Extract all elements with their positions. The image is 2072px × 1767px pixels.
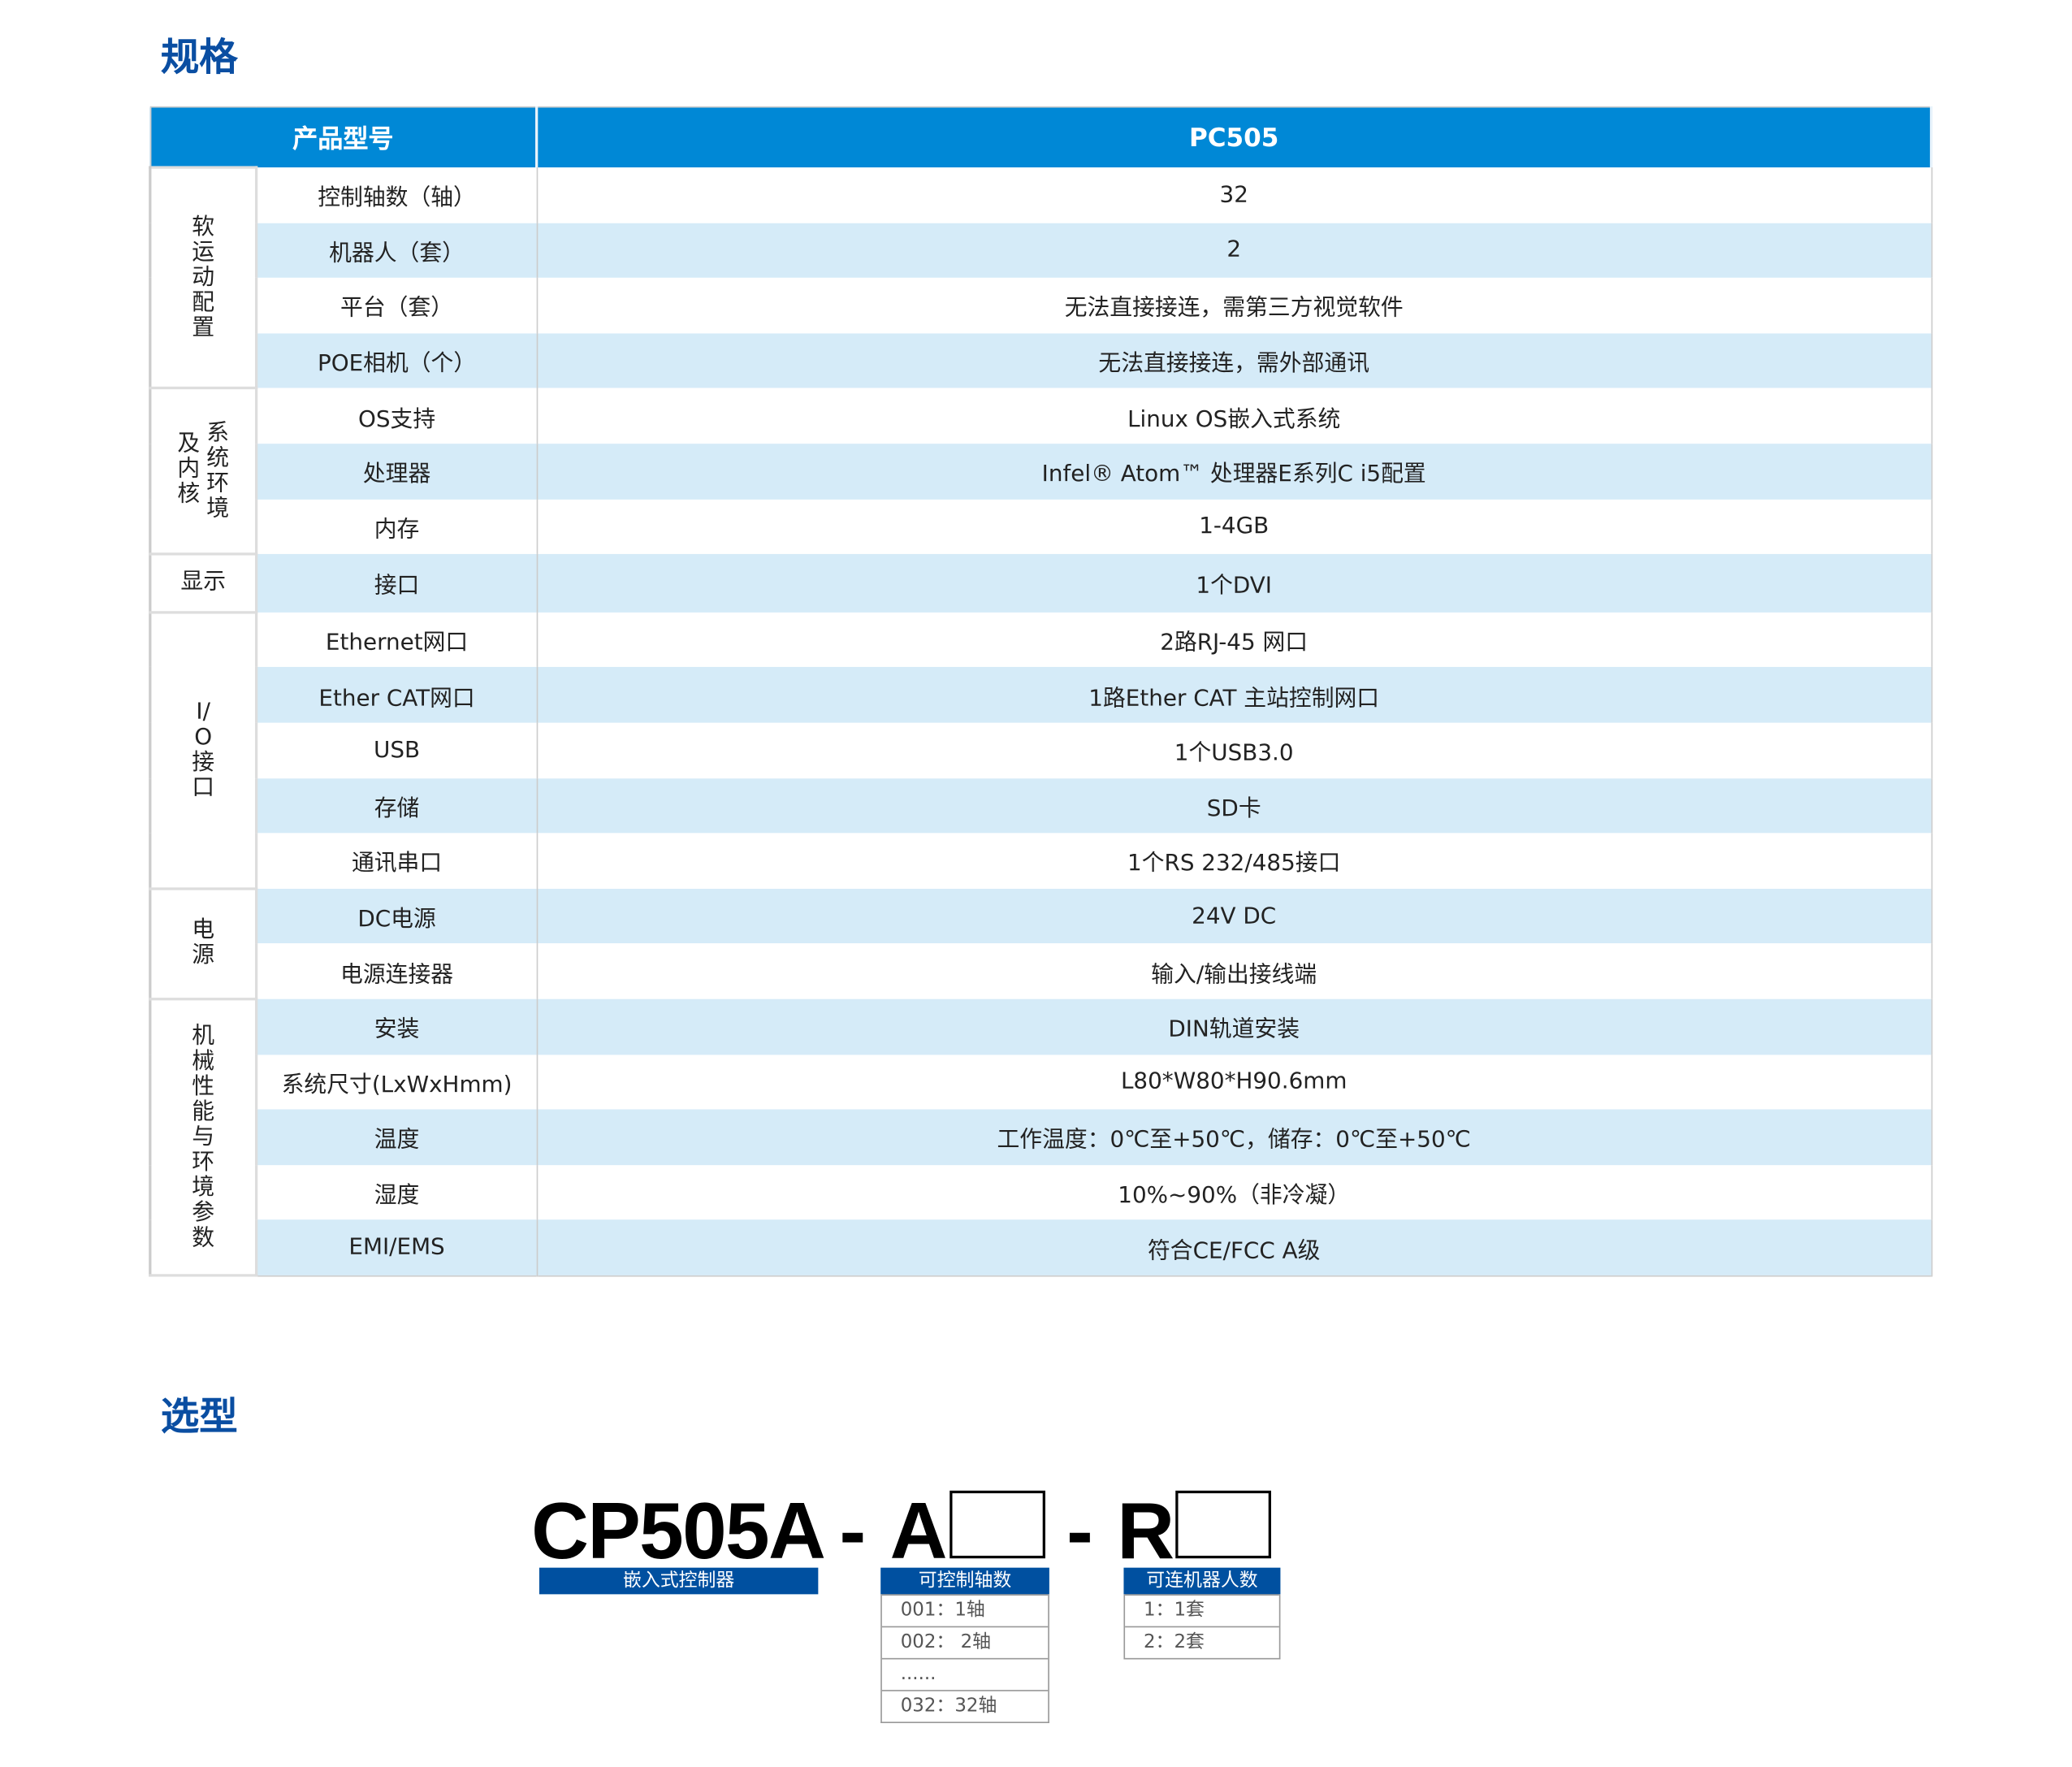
spec-value: 2: [536, 223, 1932, 279]
spec-value: 10%~90%（非冷凝）: [536, 1164, 1932, 1220]
table-row: I/O接口 Ethernet网口 2路RJ-45 网口: [149, 610, 1932, 890]
robot-option: 2：2套: [1125, 1626, 1279, 1658]
table-header: 产品型号 PC505: [149, 106, 1933, 168]
selection-title: 选型: [160, 1393, 238, 1440]
robot-options: 1：1套 2：2套: [1123, 1594, 1281, 1660]
table-row: POE相机（个） 无法直接接连，需外部通讯: [150, 333, 1932, 389]
spec-value: 32: [536, 167, 1932, 223]
axis-option: 001：1轴: [881, 1594, 1049, 1626]
model-sep-2: -: [1066, 1486, 1093, 1576]
spec-value: 24V DC: [536, 888, 1932, 944]
table-row: 电源 DC电源 24V DC: [149, 886, 1932, 1001]
group-label-text: I/O接口: [192, 698, 215, 801]
header-model-label: 产品型号: [149, 106, 539, 168]
group-label-text: 显示: [180, 569, 227, 596]
spec-name: 机器人（套）: [256, 223, 538, 279]
model-base: CP505A: [531, 1486, 826, 1576]
group-label-text: 机械性能与环境参数: [192, 1022, 215, 1251]
table-row: 内存 1-4GB: [150, 499, 1932, 555]
table-row: 软运动配置 控制轴数（轴） 32: [149, 166, 1932, 390]
spec-name: EMI/EMS: [256, 1219, 538, 1276]
spec-value: 工作温度：0℃至+50℃，储存：0℃至+50℃: [536, 1109, 1932, 1165]
spec-name: 内存: [256, 499, 538, 555]
spec-value: SD卡: [536, 777, 1932, 834]
group-label-column: 系统环境: [206, 419, 230, 522]
spec-name: DC电源: [256, 888, 538, 944]
table-row: 电源连接器 输入/输出接线端: [150, 943, 1932, 999]
spec-value: 1-4GB: [536, 499, 1932, 555]
group-label: 显示: [149, 552, 258, 614]
spec-name: 系统尺寸(LxWxHmm): [256, 1054, 538, 1110]
spec-value: DIN轨道安装: [536, 998, 1932, 1055]
base-label: 嵌入式控制器: [539, 1567, 819, 1595]
table-row: 机器人（套） 2: [150, 223, 1932, 279]
group-label: 机械性能与环境参数: [149, 997, 258, 1278]
spec-name: 温度: [256, 1109, 538, 1165]
spec-name: POE相机（个）: [256, 333, 538, 389]
table-row: 通讯串口 1个RS 232/485接口: [150, 833, 1932, 889]
robot-code-box: [1175, 1490, 1271, 1559]
spec-name: 处理器: [256, 444, 538, 500]
header-model-value: PC505: [536, 106, 1933, 168]
table-row: 机械性能与环境参数 安装 DIN轨道安装: [149, 997, 1932, 1278]
spec-name: 平台（套）: [256, 278, 538, 334]
spec-name: 安装: [256, 998, 538, 1055]
axis-option: ......: [881, 1657, 1049, 1690]
spec-value: 1个RS 232/485接口: [536, 833, 1932, 889]
group-label: 系统环境 及内核: [149, 387, 258, 556]
spec-value: 1个DVI: [536, 554, 1932, 613]
table-row: USB 1个USB3.0: [150, 722, 1932, 778]
spec-value: 输入/输出接线端: [536, 943, 1932, 999]
spec-value: 1个USB3.0: [536, 722, 1932, 778]
model-sep-1: -: [839, 1486, 867, 1576]
group-label: 软运动配置: [149, 166, 258, 390]
axis-code-box: [949, 1490, 1045, 1559]
spec-name: OS支持: [256, 388, 538, 444]
spec-value: Linux OS嵌入式系统: [536, 388, 1932, 444]
table-row: 系统环境 及内核 OS支持 Linux OS嵌入式系统: [149, 387, 1932, 556]
table-row: 温度 工作温度：0℃至+50℃，储存：0℃至+50℃: [150, 1109, 1932, 1165]
spec-name: Ethernet网口: [256, 612, 538, 668]
group-label-column: 及内核: [177, 430, 201, 508]
table-row: 湿度 10%~90%（非冷凝）: [150, 1164, 1932, 1220]
group-label: 电源: [149, 886, 258, 1001]
spec-value: L80*W80*H90.6mm: [536, 1054, 1932, 1110]
model-robot-prefix: R: [1117, 1486, 1174, 1576]
table-row: Ether CAT网口 1路Ether CAT 主站控制网口: [150, 667, 1932, 723]
robot-label: 可连机器人数: [1123, 1567, 1281, 1595]
group-label-text: 电源: [192, 916, 215, 969]
spec-value: 无法直接接连，需外部通讯: [536, 333, 1932, 389]
table-row: 存储 SD卡: [150, 777, 1932, 834]
spec-table: 产品型号 PC505 软运动配置 控制轴数（轴） 32 机器人（套） 2 平台（套） 无法直…: [149, 106, 1933, 1278]
axis-option: 002： 2轴: [881, 1626, 1049, 1658]
spec-name: 存储: [256, 777, 538, 834]
spec-name: 湿度: [256, 1164, 538, 1220]
table-row: 显示 接口 1个DVI: [149, 552, 1932, 614]
spec-value: 2路RJ-45 网口: [536, 612, 1932, 668]
spec-name: USB: [256, 722, 538, 778]
axis-option: 032：32轴: [881, 1690, 1049, 1722]
table-row: 系统尺寸(LxWxHmm) L80*W80*H90.6mm: [150, 1054, 1932, 1110]
spec-value: 符合CE/FCC A级: [536, 1219, 1932, 1276]
robot-option: 1：1套: [1125, 1594, 1279, 1626]
spec-name: 接口: [256, 554, 538, 613]
table-row: EMI/EMS 符合CE/FCC A级: [150, 1219, 1932, 1276]
spec-name: 通讯串口: [256, 833, 538, 889]
table-row: 处理器 Infel® Atom™ 处理器E系列C i5配置: [150, 444, 1932, 500]
axis-options: 001：1轴 002： 2轴 ...... 032：32轴: [880, 1594, 1049, 1723]
group-label-text: 软运动配置: [192, 213, 215, 341]
spec-value: 无法直接接连，需第三方视觉软件: [536, 278, 1932, 334]
group-label: I/O接口: [149, 610, 258, 890]
spec-name: Ether CAT网口: [256, 667, 538, 723]
spec-name: 电源连接器: [256, 943, 538, 999]
spec-value: 1路Ether CAT 主站控制网口: [536, 667, 1932, 723]
spec-value: Infel® Atom™ 处理器E系列C i5配置: [536, 444, 1932, 500]
table-row: 平台（套） 无法直接接连，需第三方视觉软件: [150, 278, 1932, 334]
axis-label: 可控制轴数: [880, 1567, 1049, 1595]
model-axis-prefix: A: [889, 1486, 948, 1576]
spec-name: 控制轴数（轴）: [256, 167, 538, 223]
spec-title: 规格: [160, 34, 238, 80]
